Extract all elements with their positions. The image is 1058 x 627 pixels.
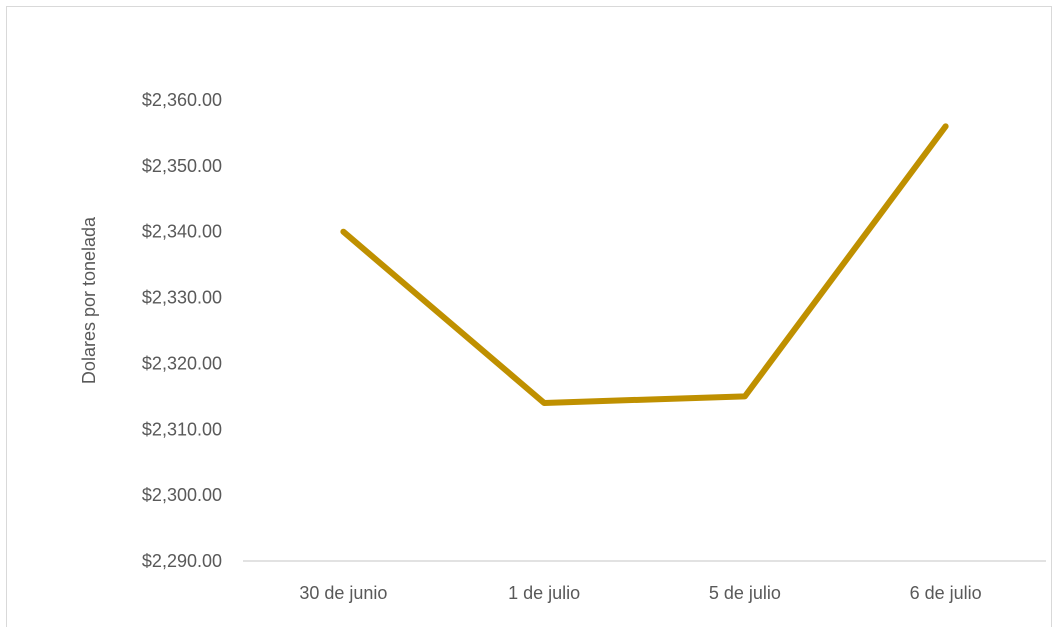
series-line — [340, 123, 949, 406]
x-tick-label: 5 de julio — [709, 583, 781, 603]
y-tick-label: $2,340.00 — [142, 222, 222, 242]
series-group — [340, 123, 949, 406]
y-tick-label: $2,330.00 — [142, 288, 222, 308]
y-tick-label: $2,350.00 — [142, 156, 222, 176]
x-tick-label: 30 de junio — [299, 583, 387, 603]
y-tick-label: $2,320.00 — [142, 353, 222, 373]
x-tick-label: 6 de julio — [910, 583, 982, 603]
y-axis-title: Dolares por tonelada — [79, 216, 99, 384]
y-tick-label: $2,300.00 — [142, 485, 222, 505]
chart-frame — [6, 6, 1052, 627]
x-axis-ticks: 30 de junio 1 de julio 5 de julio 6 de juli… — [299, 583, 981, 603]
y-tick-label: $2,310.00 — [142, 419, 222, 439]
y-axis-ticks: $2,290.00 $2,300.00 $2,310.00 $2,320.00 $2,3… — [142, 90, 222, 571]
y-tick-label: $2,290.00 — [142, 551, 222, 571]
x-tick-label: 1 de julio — [508, 583, 580, 603]
y-tick-label: $2,360.00 — [142, 90, 222, 110]
